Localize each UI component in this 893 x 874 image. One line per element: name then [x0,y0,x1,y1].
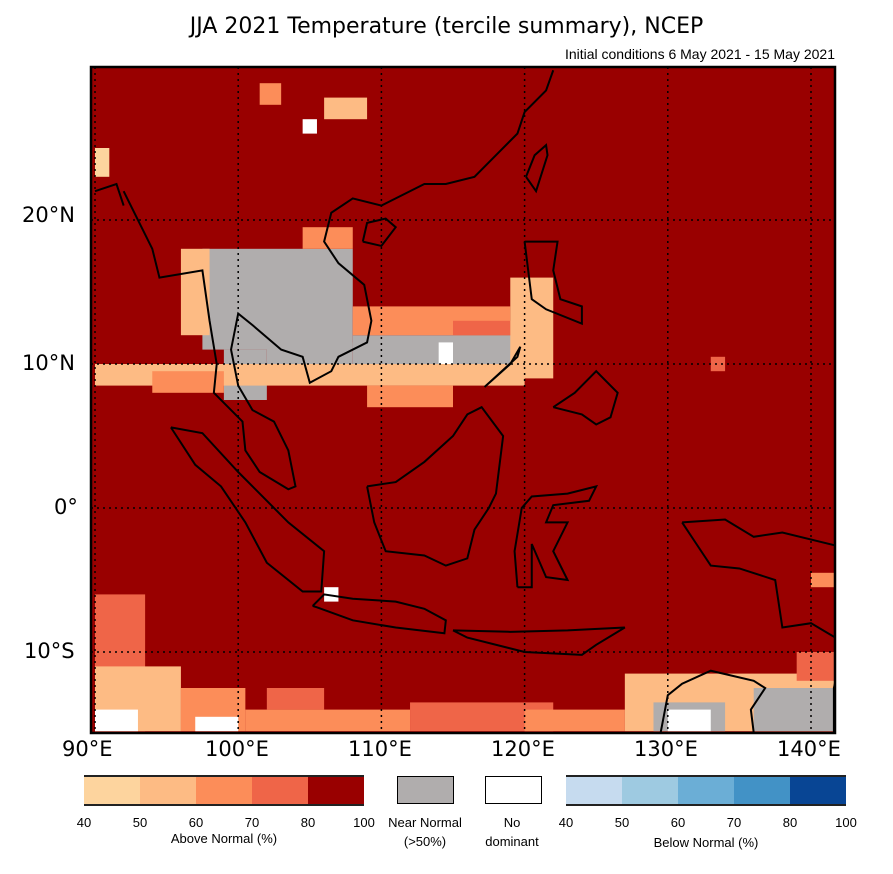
tercile-patch-a60 [524,709,625,732]
above-normal-label: Above Normal (%) [170,831,278,846]
tercile-patch-a60 [245,709,411,732]
coast-java [311,593,447,635]
lon-label-90e: 90°E [62,737,113,761]
coast-australia [659,669,767,733]
coast-indochina [122,69,555,491]
coast-palawan [483,346,522,388]
lat-label-10n: 10°N [22,351,75,375]
lon-label-140e: 140°E [777,737,841,761]
colorbar-segment [308,777,364,804]
lon-label-100e: 100°E [205,737,269,761]
lon-label-110e: 110°E [348,737,412,761]
lat-label-10s: 10°S [24,639,75,663]
map-frame [89,65,837,735]
tercile-patch-a50 [324,97,368,120]
tercile-patch-a40 [95,148,110,177]
colorbar-segment [734,777,790,804]
coast-taiwan [525,143,549,194]
tercile-patch-none [95,709,138,732]
lon-label-130e: 130°E [634,737,698,761]
lon-label-120e: 120°E [491,737,555,761]
tercile-patch-a60 [302,227,353,249]
tercile-patch-none [324,587,339,602]
near-normal-label-2: (>50%) [403,834,447,849]
below-normal-colorbar [566,775,846,806]
colorbar-segment [678,777,734,804]
tercile-patch-a60 [811,572,835,588]
map-title: JJA 2021 Temperature (tercile summary), … [189,14,704,39]
tercile-patch-a60 [152,371,224,393]
coast-nusa-tenggara [452,626,626,656]
colorbar-segment [84,777,140,804]
colorbar-tick: 50 [614,815,630,830]
colorbar-tick: 60 [188,815,204,830]
colorbar-tick: 60 [670,815,686,830]
colorbar-segment [566,777,622,804]
above-normal-colorbar [84,775,364,806]
coast-sumatra [170,426,326,593]
coast-sri-lanka-bay [94,182,125,206]
colorbar-tick: 80 [300,815,316,830]
lat-label-0: 0° [54,495,78,519]
coastlines [94,69,835,733]
tercile-patch-a70 [710,356,726,372]
coast-hainan [361,217,398,248]
colorbar-segment [140,777,196,804]
colorbar-tick: 70 [726,815,742,830]
colorbar-tick: 100 [835,815,857,830]
colorbar-tick: 50 [132,815,148,830]
no-dominant-label-1: No [503,815,521,830]
no-dominant-swatch [485,776,542,804]
coast-mindanao [552,369,619,426]
graticule [91,67,835,733]
tercile-patch-none [302,119,317,134]
tercile-patch-none [438,342,453,364]
coast-new-guinea [681,518,835,639]
colorbar-segment [196,777,252,804]
colorbar-segment [252,777,308,804]
colorbar-tick: 100 [353,815,375,830]
no-dominant-label-2: dominant [485,834,539,849]
colorbar-tick: 70 [244,815,260,830]
below-normal-label: Below Normal (%) [653,835,759,850]
colorbar-tick: 80 [782,815,798,830]
tercile-patch-near [202,248,353,350]
tercile-patch-a70 [796,652,835,681]
tercile-patches [95,83,835,732]
colorbar-tick: 40 [76,815,92,830]
colorbar-segment [622,777,678,804]
tercile-patch-a70 [266,688,325,710]
colorbar-segment [790,777,846,804]
tercile-patch-a70 [453,320,511,336]
tercile-patch-a60 [367,385,453,408]
tercile-patch-none [667,709,711,732]
coast-philippines-luzon [523,240,583,326]
coast-sulawesi [513,484,599,589]
tercile-patch-none [195,716,239,732]
tercile-patch-a60 [259,83,282,105]
map-background [91,67,835,733]
map-subtitle: Initial conditions 6 May 2021 - 15 May 2… [564,46,835,62]
lat-label-20n: 20°N [22,203,75,227]
near-normal-label-1: Near Normal [388,815,462,830]
tercile-patch-near [753,688,835,732]
colorbar-tick: 40 [558,815,574,830]
near-normal-swatch [397,776,454,804]
coast-borneo [366,405,505,567]
